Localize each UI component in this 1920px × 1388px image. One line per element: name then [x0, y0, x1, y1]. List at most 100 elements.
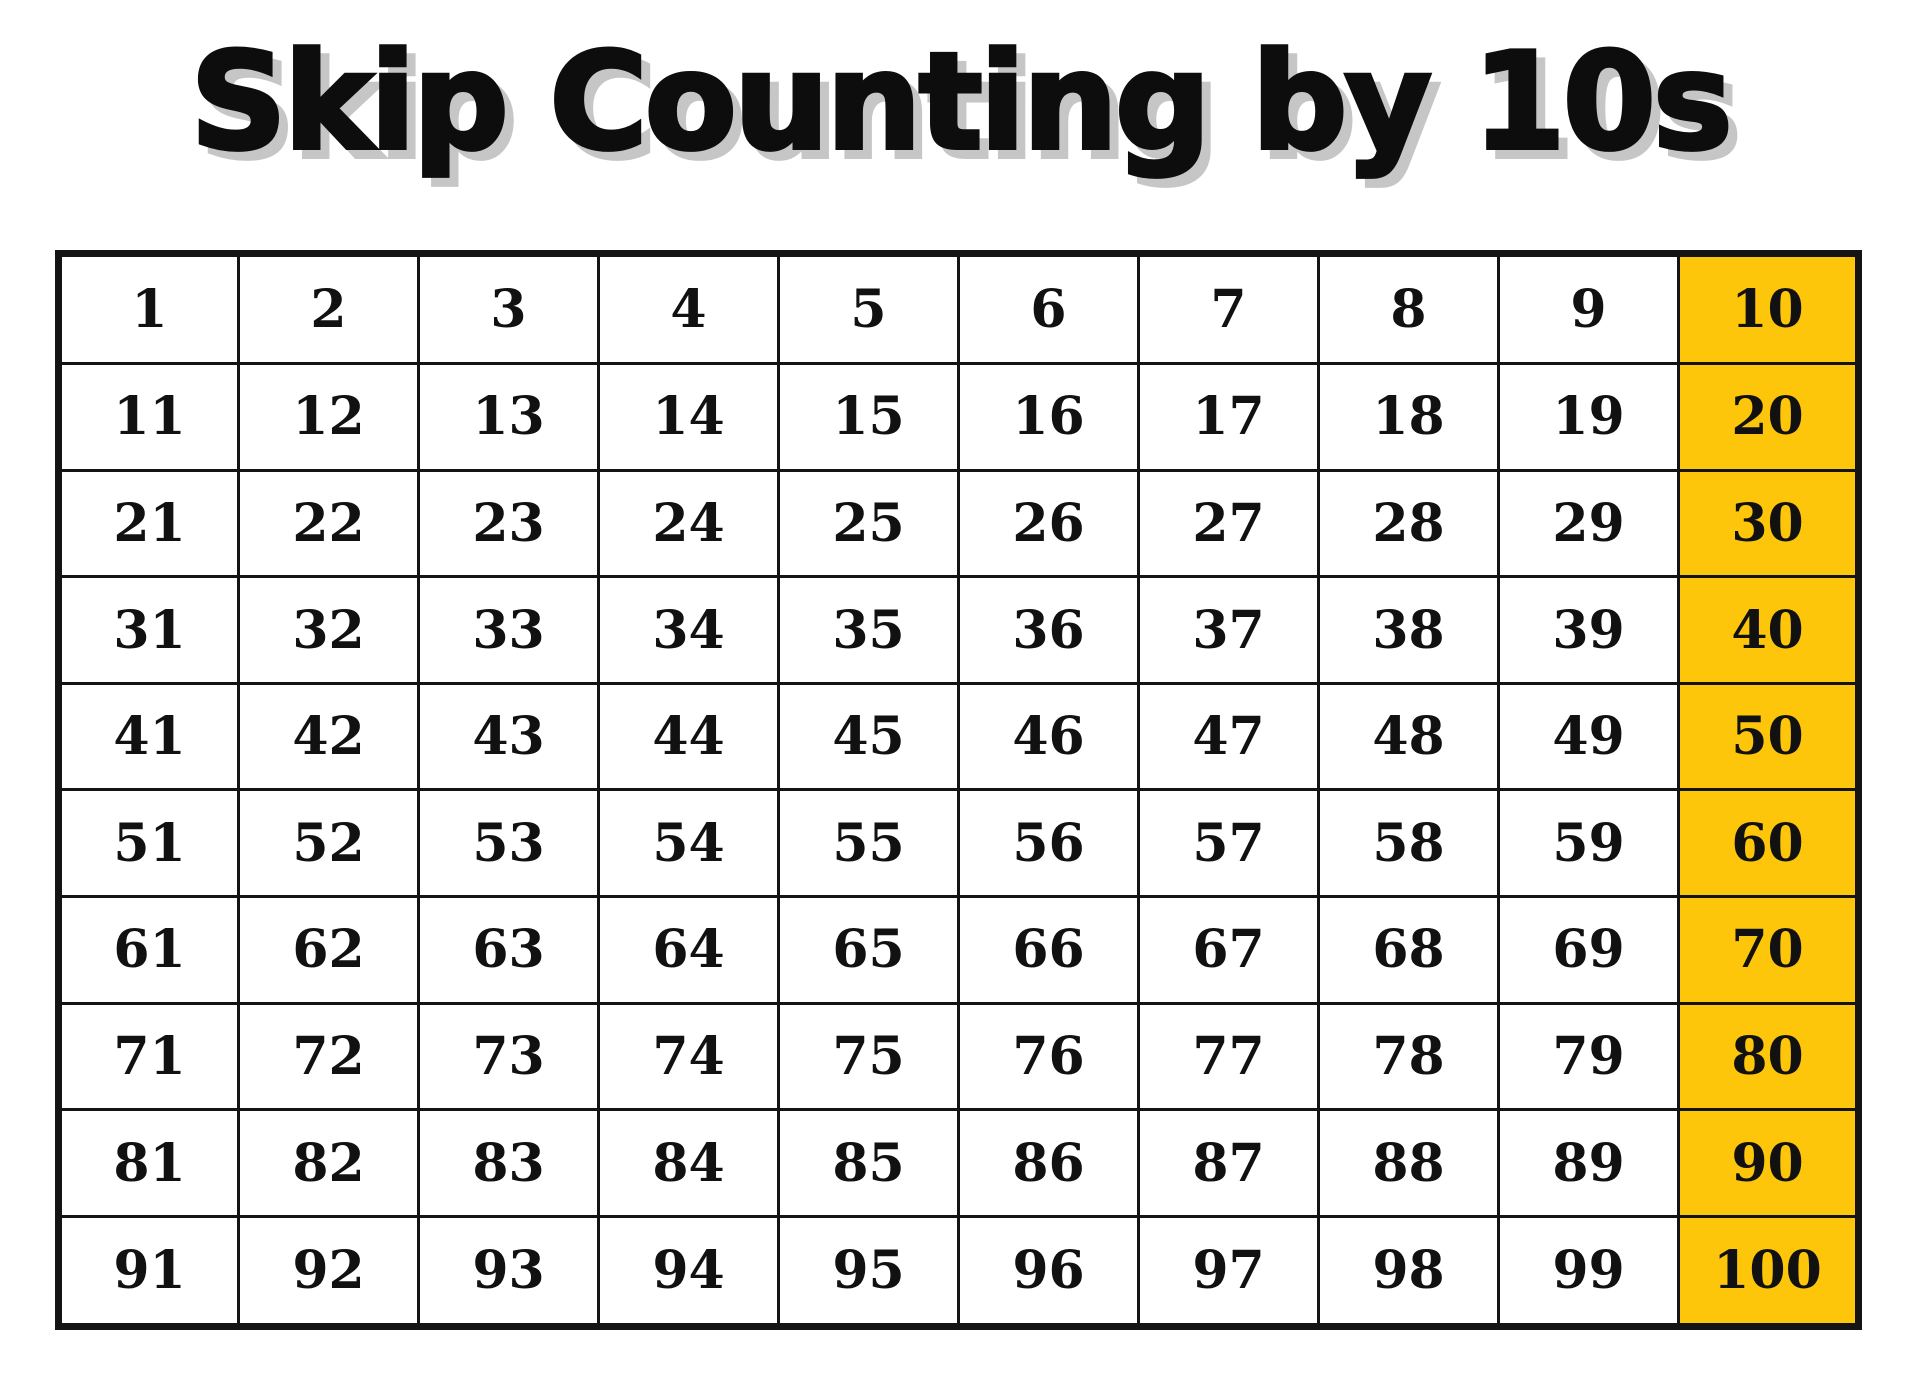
table-row: 21 22 23 24 25 26 27 28 29 30 [57, 468, 1860, 579]
grid-cell: 33 [417, 575, 600, 685]
page-title-shadow: Skip Counting by 10s [197, 31, 1743, 191]
grid-cell: 89 [1497, 1108, 1680, 1218]
grid-cell: 22 [237, 468, 420, 579]
grid-cell: 68 [1317, 895, 1500, 1005]
table-row: 61 62 63 64 65 66 67 68 69 70 [57, 895, 1860, 1005]
table-row: 81 82 83 84 85 86 87 88 89 90 [57, 1108, 1860, 1218]
grid-cell: 64 [597, 895, 780, 1005]
grid-cell: 31 [57, 575, 240, 685]
grid-cell: 88 [1317, 1108, 1500, 1218]
grid-cell: 42 [237, 681, 420, 792]
grid-cell: 97 [1137, 1214, 1320, 1329]
grid-cell: 17 [1137, 361, 1320, 472]
grid-cell-multiple-of-10: 10 [1677, 252, 1860, 365]
grid-cell: 85 [777, 1108, 960, 1218]
grid-cell: 73 [417, 1001, 600, 1112]
grid-cell: 54 [597, 788, 780, 899]
grid-cell: 78 [1317, 1001, 1500, 1112]
grid-cell: 3 [417, 252, 600, 365]
grid-cell: 5 [777, 252, 960, 365]
grid-cell: 94 [597, 1214, 780, 1329]
grid-cell: 52 [237, 788, 420, 899]
grid-cell: 99 [1497, 1214, 1680, 1329]
table-row: 71 72 73 74 75 76 77 78 79 80 [57, 1001, 1860, 1112]
grid-cell: 6 [957, 252, 1140, 365]
grid-cell: 4 [597, 252, 780, 365]
grid-cell: 56 [957, 788, 1140, 899]
grid-cell: 15 [777, 361, 960, 472]
grid-cell: 24 [597, 468, 780, 579]
grid-cell: 23 [417, 468, 600, 579]
table-row: 51 52 53 54 55 56 57 58 59 60 [57, 788, 1860, 899]
grid-cell: 13 [417, 361, 600, 472]
grid-cell: 53 [417, 788, 600, 899]
grid-cell: 76 [957, 1001, 1140, 1112]
grid-cell: 45 [777, 681, 960, 792]
grid-cell: 98 [1317, 1214, 1500, 1329]
grid-cell: 93 [417, 1214, 600, 1329]
grid-cell: 1 [57, 252, 240, 365]
grid-cell: 67 [1137, 895, 1320, 1005]
page-title-wrap: Skip Counting by 10s Skip Counting by 10… [0, 22, 1920, 222]
grid-cell: 28 [1317, 468, 1500, 579]
grid-cell: 61 [57, 895, 240, 1005]
grid-cell-multiple-of-10: 30 [1677, 468, 1860, 579]
grid-cell: 46 [957, 681, 1140, 792]
grid-cell: 21 [57, 468, 240, 579]
grid-cell: 25 [777, 468, 960, 579]
grid-cell: 7 [1137, 252, 1320, 365]
grid-cell-multiple-of-10: 20 [1677, 361, 1860, 472]
grid-cell: 41 [57, 681, 240, 792]
grid-cell: 14 [597, 361, 780, 472]
grid-cell: 86 [957, 1108, 1140, 1218]
grid-cell: 26 [957, 468, 1140, 579]
table-row: 11 12 13 14 15 16 17 18 19 20 [57, 361, 1860, 472]
grid-cell: 27 [1137, 468, 1320, 579]
grid-cell: 51 [57, 788, 240, 899]
grid-cell: 38 [1317, 575, 1500, 685]
grid-cell: 18 [1317, 361, 1500, 472]
grid-cell: 87 [1137, 1108, 1320, 1218]
grid-cell: 62 [237, 895, 420, 1005]
grid-cell: 72 [237, 1001, 420, 1112]
grid-cell-multiple-of-10: 70 [1677, 895, 1860, 1005]
grid-cell: 83 [417, 1108, 600, 1218]
grid-cell: 47 [1137, 681, 1320, 792]
table-row: 1 2 3 4 5 6 7 8 9 10 [57, 252, 1860, 365]
grid-cell: 96 [957, 1214, 1140, 1329]
grid-cell-multiple-of-10: 60 [1677, 788, 1860, 899]
grid-cell-multiple-of-10: 100 [1677, 1214, 1860, 1329]
grid-cell: 65 [777, 895, 960, 1005]
table-row: 41 42 43 44 45 46 47 48 49 50 [57, 681, 1860, 792]
grid-cell: 2 [237, 252, 420, 365]
grid-cell: 77 [1137, 1001, 1320, 1112]
grid-cell: 55 [777, 788, 960, 899]
grid-cell: 92 [237, 1214, 420, 1329]
grid-cell: 43 [417, 681, 600, 792]
grid-cell: 71 [57, 1001, 240, 1112]
skip-counting-table: 1 2 3 4 5 6 7 8 9 10 11 12 13 14 15 16 17 18 19 20 21 22 23 24 2… [55, 250, 1862, 1330]
grid-cell: 35 [777, 575, 960, 685]
grid-cell: 58 [1317, 788, 1500, 899]
grid-cell: 79 [1497, 1001, 1680, 1112]
grid-cell-multiple-of-10: 80 [1677, 1001, 1860, 1112]
grid-cell: 95 [777, 1214, 960, 1329]
grid-cell: 84 [597, 1108, 780, 1218]
grid-cell: 82 [237, 1108, 420, 1218]
grid-cell: 81 [57, 1108, 240, 1218]
grid-cell: 8 [1317, 252, 1500, 365]
grid-cell: 66 [957, 895, 1140, 1005]
grid-cell-multiple-of-10: 90 [1677, 1108, 1860, 1218]
grid-cell: 69 [1497, 895, 1680, 1005]
grid-cell: 36 [957, 575, 1140, 685]
grid-cell: 12 [237, 361, 420, 472]
grid-cell: 39 [1497, 575, 1680, 685]
skip-counting-table-body: 1 2 3 4 5 6 7 8 9 10 11 12 13 14 15 16 17 18 19 20 21 22 23 24 2… [57, 252, 1860, 1329]
grid-cell: 16 [957, 361, 1140, 472]
grid-cell: 75 [777, 1001, 960, 1112]
grid-cell: 11 [57, 361, 240, 472]
grid-cell: 48 [1317, 681, 1500, 792]
grid-cell-multiple-of-10: 50 [1677, 681, 1860, 792]
table-row: 91 92 93 94 95 96 97 98 99 100 [57, 1214, 1860, 1329]
